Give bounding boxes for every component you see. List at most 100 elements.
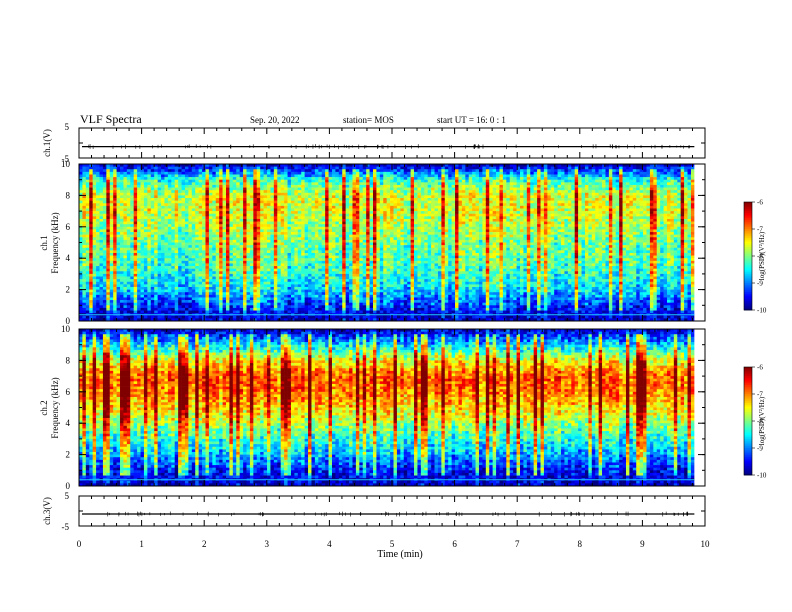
spectrogram-cell [82,271,86,274]
spectrogram-cell [79,269,83,272]
spectrogram-cell [199,295,203,298]
spectrogram-cell [322,227,326,230]
spectrogram-cell [110,211,114,214]
spectrogram-cell [103,308,107,311]
spectrogram-cell [141,290,145,293]
spectrogram-cell [223,258,227,261]
spectrogram-cell [305,195,309,198]
spectrogram-cell [195,311,199,314]
spectrogram-cell [178,214,182,217]
spectrogram-cell [103,219,107,222]
spectrogram-cell [137,182,141,185]
spectrogram-cell [106,237,110,240]
spectrogram-cell [209,248,213,251]
spectrogram-cell [130,172,134,175]
spectrogram-cell [205,261,209,264]
spectrogram-cell [247,237,251,240]
spectrogram-cell [103,274,107,277]
spectrogram-cell [315,232,319,235]
spectrogram-cell [294,305,298,308]
spectrogram-cell [161,300,165,303]
spectrogram-cell [301,232,305,235]
spectrogram-cell [216,193,220,196]
spectrogram-cell [86,227,90,230]
spectrogram-cell [100,188,104,191]
spectrogram-cell [329,250,333,253]
spectrogram-cell [154,206,158,209]
spectrogram-cell [103,174,107,177]
spectrogram-cell [103,193,107,196]
spectrogram-cell [267,290,271,293]
spectrogram-cell [154,295,158,298]
spectrogram-cell [305,169,309,172]
spectrogram-cell [164,282,168,285]
spectrogram-cell [103,287,107,290]
spectrogram-cell [294,311,298,314]
spectrogram-cell [82,172,86,175]
spectrogram-cell [175,190,179,193]
spectrogram-cell [305,237,309,240]
spectrogram-cell [260,193,264,196]
spectrogram-cell [301,211,305,214]
spectrogram-cell [229,180,233,183]
spectrogram-cell [253,240,257,243]
spectrogram-cell [260,271,264,274]
spectrogram-cell [243,269,247,272]
spectrogram-cell [188,237,192,240]
spectrogram-cell [311,248,315,251]
spectrogram-cell [106,269,110,272]
spectrogram-cell [144,188,148,191]
spectrogram-cell [329,224,333,227]
spectrogram-cell [89,303,93,306]
spectrogram-cell [141,180,145,183]
spectrogram-cell [277,256,281,259]
spectrogram-cell [113,216,117,219]
spectrogram-cell [346,219,350,222]
spectrogram-cell [329,203,333,206]
spectrogram-cell [298,190,302,193]
spectrogram-cell [130,227,134,230]
spectrogram-cell [257,195,261,198]
spectrogram-cell [106,235,110,238]
spectrogram-cell [329,253,333,256]
spectrogram-cell [339,185,343,188]
spectrogram-cell [294,177,298,180]
spectrogram-cell [311,279,315,282]
spectrogram-cell [93,232,97,235]
spectrogram-cell [205,263,209,266]
spectrogram-cell [185,190,189,193]
spectrogram-cell [233,290,237,293]
spectrogram-cell [298,287,302,290]
spectrogram-cell [103,216,107,219]
spectrogram-cell [134,316,138,319]
spectrogram-cell [89,266,93,269]
spectrogram-cell [291,258,295,261]
spectrogram-cell [233,190,237,193]
spectrogram-cell [106,214,110,217]
spectrogram-cell [202,222,206,225]
spectrogram-cell [305,250,309,253]
spectrogram-cell [154,282,158,285]
spectrogram-cell [216,303,220,306]
spectrogram-cell [240,250,244,253]
spectrogram-cell [130,195,134,198]
spectrogram-cell [89,287,93,290]
spectrogram-cell [86,182,90,185]
spectrogram-cell [305,303,309,306]
spectrogram-cell [346,292,350,295]
spectrogram-cell [158,188,162,191]
spectrogram-cell [147,243,151,246]
spectrogram-cell [100,237,104,240]
spectrogram-cell [113,253,117,256]
spectrogram-cell [161,287,165,290]
spectrogram-cell [277,180,281,183]
spectrogram-cell [161,201,165,204]
spectrogram-cell [329,219,333,222]
spectrogram-cell [284,237,288,240]
spectrogram-cell [335,227,339,230]
spectrogram-cell [171,258,175,261]
spectrogram-cell [260,216,264,219]
spectrogram-cell [158,269,162,272]
spectrogram-cell [253,208,257,211]
spectrogram-cell [335,232,339,235]
